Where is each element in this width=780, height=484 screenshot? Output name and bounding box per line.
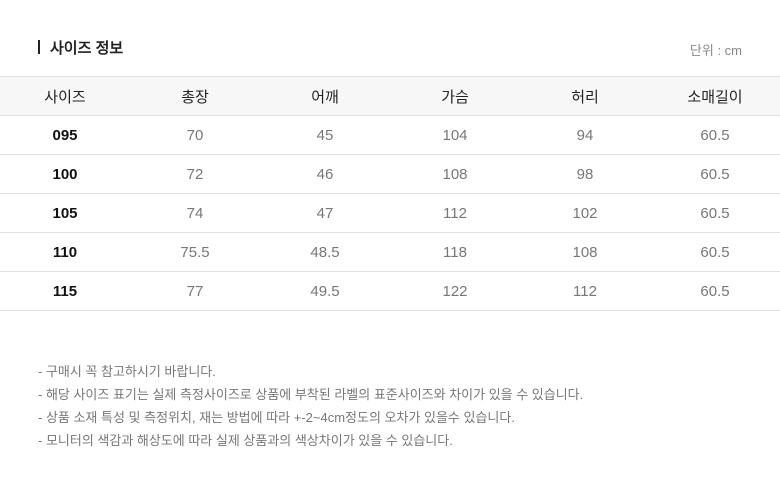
measurement-cell: 60.5	[650, 115, 780, 155]
table-row: 115 77 49.5 122 112 60.5	[0, 271, 780, 311]
measurement-cell: 77	[130, 271, 260, 311]
notes-list: - 구매시 꼭 참고하시기 바랍니다. - 해당 사이즈 표기는 실제 측정사이즈…	[38, 360, 583, 452]
column-header: 가슴	[390, 76, 520, 116]
measurement-cell: 60.5	[650, 271, 780, 311]
table-row: 100 72 46 108 98 60.5	[0, 154, 780, 194]
measurement-cell: 70	[130, 115, 260, 155]
note-item: - 해당 사이즈 표기는 실제 측정사이즈로 상품에 부착된 라벨의 표준사이즈…	[38, 387, 584, 402]
unit-label: 단위 : cm	[689, 43, 742, 58]
measurement-cell: 112	[390, 193, 520, 233]
table-row: 095 70 45 104 94 60.5	[0, 115, 780, 155]
note-item: - 모니터의 색감과 해상도에 따라 실제 상품과의 색상차이가 있을 수 있습…	[38, 433, 453, 448]
measurement-cell: 74	[130, 193, 260, 233]
table-row: 110 75.5 48.5 118 108 60.5	[0, 232, 780, 272]
measurement-cell: 118	[390, 232, 520, 272]
measurement-cell: 72	[130, 154, 260, 194]
measurement-cell: 49.5	[260, 271, 390, 311]
section-title-text: 사이즈 정보	[50, 39, 124, 57]
column-header: 어깨	[260, 76, 390, 116]
table-header-row: 사이즈 총장 어깨 가슴 허리 소매길이	[0, 76, 780, 116]
measurement-cell: 47	[260, 193, 390, 233]
measurement-cell: 45	[260, 115, 390, 155]
measurement-cell: 60.5	[650, 232, 780, 272]
measurement-cell: 48.5	[260, 232, 390, 272]
title-bar-marker	[38, 40, 40, 54]
note-item: - 상품 소재 특성 및 측정위치, 재는 방법에 따라 +-2~4cm정도의 …	[38, 410, 515, 425]
column-header: 총장	[130, 76, 260, 116]
size-cell: 115	[0, 271, 130, 311]
size-cell: 105	[0, 193, 130, 233]
measurement-cell: 102	[520, 193, 650, 233]
table-row: 105 74 47 112 102 60.5	[0, 193, 780, 233]
measurement-cell: 112	[520, 271, 650, 311]
section-title: 사이즈 정보	[38, 38, 124, 57]
measurement-cell: 108	[390, 154, 520, 194]
column-header: 사이즈	[0, 76, 130, 116]
measurement-cell: 60.5	[650, 154, 780, 194]
measurement-cell: 108	[520, 232, 650, 272]
measurement-cell: 104	[390, 115, 520, 155]
measurement-cell: 122	[390, 271, 520, 311]
size-table: 사이즈 총장 어깨 가슴 허리 소매길이 095 70 45 104 94 60.5 100 72 46 1…	[0, 76, 780, 311]
measurement-cell: 75.5	[130, 232, 260, 272]
column-header: 허리	[520, 76, 650, 116]
measurement-cell: 46	[260, 154, 390, 194]
size-cell: 110	[0, 232, 130, 272]
measurement-cell: 98	[520, 154, 650, 194]
measurement-cell: 94	[520, 115, 650, 155]
column-header: 소매길이	[650, 76, 780, 116]
measurement-cell: 60.5	[650, 193, 780, 233]
size-cell: 100	[0, 154, 130, 194]
note-item: - 구매시 꼭 참고하시기 바랍니다.	[38, 364, 216, 379]
size-cell: 095	[0, 115, 130, 155]
